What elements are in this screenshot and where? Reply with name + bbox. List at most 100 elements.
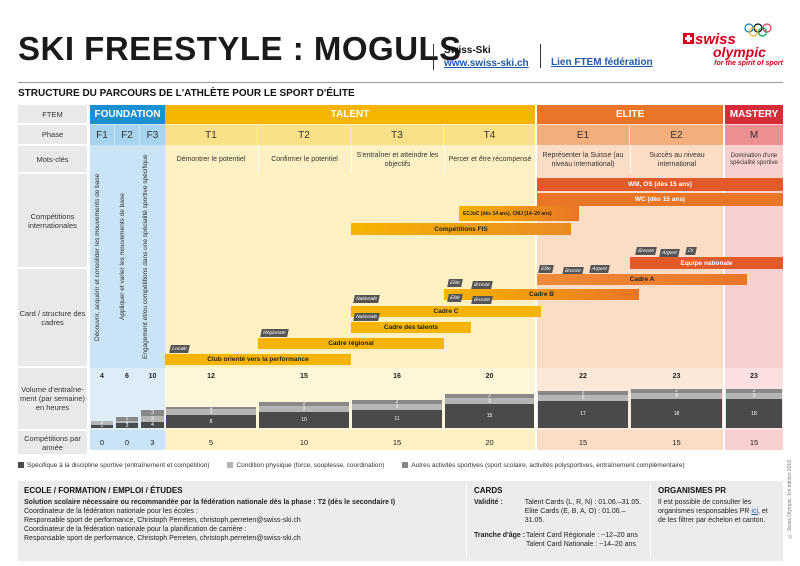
footer-school: ECOLE / FORMATION / EMPLOI / ÉTUDES Solu… xyxy=(18,481,463,561)
competitions-count-1: 0 xyxy=(124,438,130,447)
volume-other-7: 2 xyxy=(538,390,628,396)
row-label-comp-per-year: Compétitions par année xyxy=(18,431,87,455)
footer-cards: CARDS Validité : Talent Cards (L, R, N) … xyxy=(468,481,648,561)
row-label-ftem: FTEM xyxy=(18,105,87,124)
legend-swatch-other xyxy=(402,462,409,468)
ftem-link-box: Lien FTEM fédération xyxy=(540,44,653,68)
age-label: Tranche d'âge : xyxy=(474,532,526,539)
legend-swatch-specific xyxy=(18,462,24,468)
volume-total-2: 10 xyxy=(148,373,157,380)
competitions-count-6: 20 xyxy=(485,438,494,447)
school-title: ECOLE / FORMATION / EMPLOI / ÉTUDES xyxy=(24,486,183,495)
row-label-volume: Volume d'entraîne-ment (par semaine) en … xyxy=(18,368,87,430)
competitions-count-9: 15 xyxy=(749,438,759,447)
volume-total-7: 22 xyxy=(579,373,587,380)
competitions-count-0: 0 xyxy=(99,438,105,447)
keyword-t4: Percer et être récompensé xyxy=(444,146,535,173)
competitions-count-7: 15 xyxy=(578,438,588,447)
footer-panel: ECOLE / FORMATION / EMPLOI / ÉTUDES Solu… xyxy=(18,481,783,561)
phase-e2: E2 xyxy=(630,125,723,145)
volume-physical-2: 3 xyxy=(141,415,164,422)
foundation-column-bg xyxy=(90,105,165,450)
competition-wc: WC (dès 15 ans) xyxy=(537,193,783,206)
school-line-2: Coordinateur de la fédération nationale … xyxy=(24,508,198,515)
section-subtitle: STRUCTURE DU PARCOURS DE L'ATHLÈTE POUR … xyxy=(18,88,355,99)
logo-swiss-text: swiss xyxy=(695,31,736,48)
card-cadre-regional: Cadre régional xyxy=(258,338,444,349)
volume-specific-3: 8 xyxy=(166,415,256,428)
ftem-federation-link[interactable]: Lien FTEM fédération xyxy=(551,57,653,68)
volume-other-6: 2 xyxy=(445,393,534,399)
ftem-mastery-header: MASTERY xyxy=(725,105,783,124)
competition-wm-os: WM, OS (dès 15 ans) xyxy=(537,178,783,191)
validity-elite: Elite Cards (E, B, A, O) : 01.06.–31.05. xyxy=(524,508,626,524)
school-line-1: Solution scolaire nécessaire ou recomman… xyxy=(24,499,396,506)
logo-olympic-text: olympic xyxy=(713,44,766,60)
phase-t1: T1 xyxy=(165,125,257,145)
phase-t4: T4 xyxy=(444,125,535,145)
olympic-rings-icon xyxy=(744,23,772,37)
card-cadre-c: Cadre C xyxy=(351,306,541,317)
phase-m: M xyxy=(725,125,783,145)
volume-physical-0: 2 xyxy=(91,420,113,426)
phase-f1: F1 xyxy=(90,125,114,145)
footer-divider-2 xyxy=(650,485,651,557)
volume-physical-9: 3 xyxy=(726,393,782,400)
competitions-per-year-row: 0 0 3 5 10 15 20 15 15 15 xyxy=(18,105,783,455)
row-label-competitions: Compétitions internationales xyxy=(18,174,87,268)
legend-label-physical: Condition physique (force, souplesse, co… xyxy=(236,462,385,469)
keyword-e2: Succès au niveau international xyxy=(630,146,723,173)
legend-item-physical: Condition physique (force, souplesse, co… xyxy=(227,462,384,469)
legend-swatch-physical xyxy=(227,462,234,468)
volume-other-1: 2 xyxy=(116,416,138,422)
age-regional: Talent Card Régionale : ~12–20 ans xyxy=(526,532,638,539)
federation-info: Swiss-Ski www.swiss-ski.ch xyxy=(433,44,529,70)
pr-link[interactable]: ici xyxy=(751,508,759,515)
phase-e1: E1 xyxy=(537,125,629,145)
competition-ecjoc: ECJoC (dès 14 ans), CMJ (14–20 ans) xyxy=(459,206,579,221)
keyword-t2: Confirmer le potentiel xyxy=(258,146,350,173)
volume-specific-6: 15 xyxy=(445,404,534,428)
ftem-elite-header: ELITE xyxy=(537,105,723,124)
volume-specific-5: 11 xyxy=(352,410,442,428)
row-label-cards: Card / structure des cadres xyxy=(18,269,87,367)
volume-total-9: 23 xyxy=(750,373,758,380)
phase-f2: F2 xyxy=(115,125,139,145)
volume-physical-1: 1 xyxy=(116,419,138,425)
ftem-talent-header: TALENT xyxy=(165,105,535,124)
keyword-t3: S'entraîner et atteindre les objectifs xyxy=(351,146,443,173)
volume-specific-0: 2 xyxy=(91,423,113,429)
volume-total-6: 20 xyxy=(485,373,494,380)
pr-title: ORGANISMES PR xyxy=(658,486,727,495)
volume-specific-7: 17 xyxy=(538,400,628,428)
legend-item-specific: Spécifique à la discipline sportive (ent… xyxy=(18,462,209,469)
competitions-count-5: 15 xyxy=(392,438,402,447)
phase-t2: T2 xyxy=(258,125,350,145)
row-label-phase: Phase xyxy=(18,125,87,145)
volume-other-5: 2 xyxy=(352,399,442,405)
volume-other-3: 1 xyxy=(166,405,256,411)
volume-specific-1: 3 xyxy=(116,423,138,429)
card-cadre-talents: Cadre des talents xyxy=(351,322,471,333)
athlete-pathway-grid: FTEM Phase Mots-clés Compétitions intern… xyxy=(18,105,783,455)
card-cadre-a: Cadre A xyxy=(537,274,747,285)
volume-physical-6: 3 xyxy=(445,398,534,404)
competition-fis: Compétitions FIS xyxy=(351,223,571,235)
school-line-3: Responsable sport de performance, Christ… xyxy=(24,517,301,524)
keyword-t1: Démontrer le potentiel xyxy=(176,156,246,163)
volume-physical-4: 3 xyxy=(259,406,349,412)
logo-tagline: for the spirit of sport xyxy=(714,60,783,67)
competitions-count-8: 15 xyxy=(672,438,681,447)
age-block: Tranche d'âge : Talent Card Régionale : … xyxy=(474,531,642,549)
federation-website-link[interactable]: www.swiss-ski.ch xyxy=(444,58,529,69)
competitions-count-3: 5 xyxy=(208,438,214,447)
volume-legend: Spécifique à la discipline sportive (ent… xyxy=(18,462,685,469)
page-title: SKI FREESTYLE : MOGULS xyxy=(18,30,462,67)
header-divider xyxy=(18,82,783,83)
volume-chart: 2 2 4 3 1 2 6 4 3 3 10 8 3 1 12 10 3 2 15 11 3 2 16 15 3 2 20 17 3 2 2… xyxy=(18,105,783,455)
pr-text: Il est possible de consulter les organis… xyxy=(658,499,752,515)
federation-name: Swiss-Ski xyxy=(444,45,491,56)
volume-specific-4: 10 xyxy=(259,412,349,428)
volume-specific-2: 4 xyxy=(141,421,164,428)
row-label-keywords: Mots-clés xyxy=(18,146,87,173)
